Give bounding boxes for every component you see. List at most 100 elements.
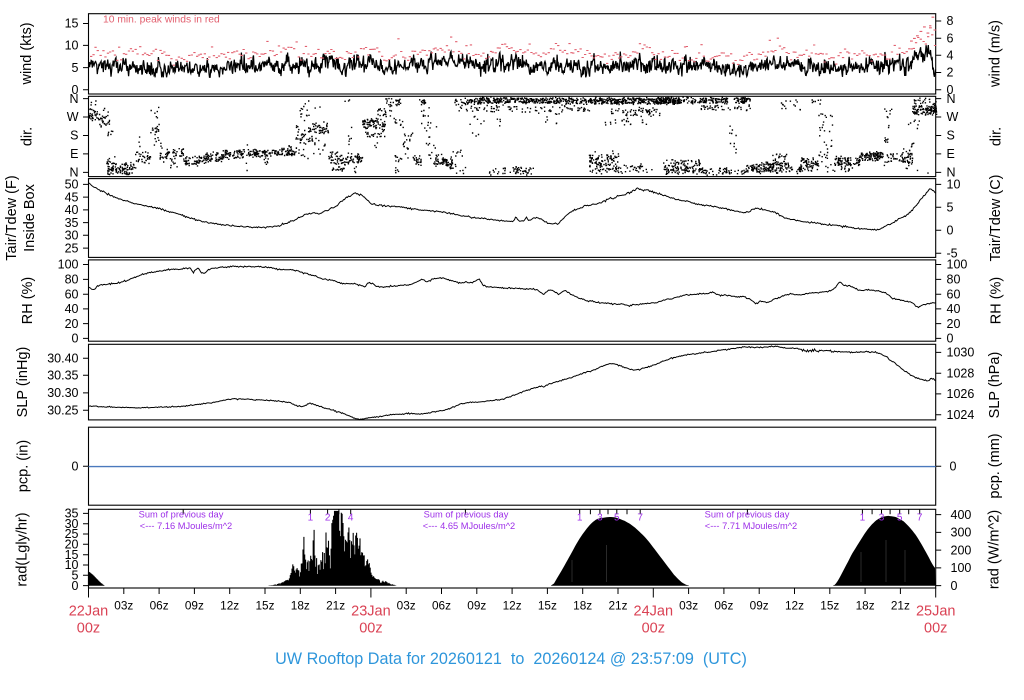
svg-text:100: 100 <box>951 561 972 575</box>
svg-text:3: 3 <box>879 513 885 524</box>
svg-text:40: 40 <box>65 203 79 217</box>
svg-text:2: 2 <box>947 66 954 80</box>
svg-text:pcp. (in): pcp. (in) <box>16 440 32 492</box>
svg-text:wind (kts): wind (kts) <box>19 22 35 85</box>
svg-text:5: 5 <box>72 61 79 75</box>
svg-text:<--- 7.16 MJoules/m^2: <--- 7.16 MJoules/m^2 <box>140 521 232 531</box>
svg-text:1: 1 <box>577 513 583 524</box>
svg-text:Tair/Tdew (C): Tair/Tdew (C) <box>988 174 1004 261</box>
svg-text:15z: 15z <box>255 599 274 613</box>
svg-text:5: 5 <box>947 201 954 215</box>
svg-text:0: 0 <box>947 332 954 346</box>
svg-text:N: N <box>69 166 78 180</box>
svg-text:03z: 03z <box>679 599 698 613</box>
svg-text:18z: 18z <box>573 599 592 613</box>
svg-text:24Jan: 24Jan <box>634 604 674 620</box>
svg-text:<--- 7.71 MJoules/m^2: <--- 7.71 MJoules/m^2 <box>705 521 797 531</box>
svg-text:20: 20 <box>947 317 961 331</box>
svg-text:40: 40 <box>65 302 79 316</box>
svg-text:30.35: 30.35 <box>47 369 78 383</box>
svg-text:0: 0 <box>950 460 957 474</box>
svg-text:80: 80 <box>65 273 79 287</box>
svg-text:3: 3 <box>597 513 603 524</box>
svg-text:1: 1 <box>860 513 866 524</box>
svg-text:10: 10 <box>65 39 79 53</box>
svg-text:Sum of previous day: Sum of previous day <box>705 510 790 520</box>
svg-text:W: W <box>67 110 79 124</box>
svg-text:8: 8 <box>947 14 954 28</box>
svg-text:S: S <box>70 129 78 143</box>
svg-text:30.25: 30.25 <box>47 403 78 417</box>
svg-text:RH (%): RH (%) <box>20 277 36 325</box>
svg-text:N: N <box>69 92 78 106</box>
svg-text:400: 400 <box>951 508 972 522</box>
svg-text:7: 7 <box>917 513 923 524</box>
svg-text:35: 35 <box>65 507 79 521</box>
svg-text:rad(Lgly/hr): rad(Lgly/hr) <box>15 512 31 586</box>
svg-text:Sum of previous day: Sum of previous day <box>139 510 224 520</box>
svg-text:N: N <box>947 166 956 180</box>
svg-text:03z: 03z <box>397 599 416 613</box>
svg-text:Sum of previous day: Sum of previous day <box>424 510 509 520</box>
svg-text:RH (%): RH (%) <box>989 277 1005 325</box>
svg-text:00z: 00z <box>924 621 947 637</box>
svg-text:15: 15 <box>65 17 79 31</box>
svg-text:09z: 09z <box>467 599 486 613</box>
svg-text:06z: 06z <box>714 599 733 613</box>
svg-text:80: 80 <box>947 273 961 287</box>
svg-text:06z: 06z <box>432 599 451 613</box>
svg-text:10: 10 <box>947 178 961 192</box>
svg-text:N: N <box>947 92 956 106</box>
svg-text:40: 40 <box>947 302 961 316</box>
svg-text:0: 0 <box>72 579 79 593</box>
svg-text:1028: 1028 <box>947 366 975 380</box>
svg-text:10 min. peak winds in red: 10 min. peak winds in red <box>103 15 220 26</box>
svg-text:10: 10 <box>65 558 79 572</box>
svg-text:UW Rooftop Data for 20260121: UW Rooftop Data for 20260121 to 20260124… <box>275 650 747 668</box>
svg-text:18z: 18z <box>856 599 875 613</box>
svg-text:6: 6 <box>947 31 954 45</box>
svg-text:100: 100 <box>58 258 79 272</box>
svg-text:30: 30 <box>65 229 79 243</box>
svg-text:22Jan: 22Jan <box>69 604 109 620</box>
svg-text:E: E <box>947 147 955 161</box>
svg-text:dir.: dir. <box>20 127 36 146</box>
svg-text:-5: -5 <box>947 246 958 260</box>
svg-text:5: 5 <box>614 513 620 524</box>
svg-text:Inside Box: Inside Box <box>22 183 38 251</box>
svg-text:45: 45 <box>65 190 79 204</box>
svg-text:21z: 21z <box>608 599 627 613</box>
svg-text:200: 200 <box>951 543 972 557</box>
svg-text:pcp. (mm): pcp. (mm) <box>987 433 1003 498</box>
svg-text:25Jan: 25Jan <box>916 604 956 620</box>
svg-text:00z: 00z <box>77 621 100 637</box>
svg-text:0: 0 <box>72 83 79 97</box>
svg-text:4: 4 <box>348 513 354 524</box>
svg-text:21z: 21z <box>891 599 910 613</box>
svg-text:20: 20 <box>65 317 79 331</box>
svg-text:wind (m/s): wind (m/s) <box>988 20 1004 88</box>
svg-text:12z: 12z <box>220 599 239 613</box>
svg-text:15z: 15z <box>538 599 557 613</box>
svg-text:SLP (inHg): SLP (inHg) <box>15 347 31 418</box>
svg-text:18z: 18z <box>291 599 310 613</box>
svg-text:15z: 15z <box>820 599 839 613</box>
svg-text:12z: 12z <box>785 599 804 613</box>
svg-text:E: E <box>70 147 78 161</box>
svg-text:0: 0 <box>72 332 79 346</box>
svg-text:60: 60 <box>947 287 961 301</box>
svg-text:00z: 00z <box>642 621 665 637</box>
svg-text:20: 20 <box>65 538 79 552</box>
svg-text:50: 50 <box>65 178 79 192</box>
svg-text:0: 0 <box>947 83 954 97</box>
svg-text:4: 4 <box>947 49 954 63</box>
svg-text:25: 25 <box>65 241 79 255</box>
svg-text:00z: 00z <box>359 621 382 637</box>
svg-text:30.40: 30.40 <box>47 351 78 365</box>
svg-text:7: 7 <box>637 513 643 524</box>
svg-text:23Jan: 23Jan <box>351 604 391 620</box>
svg-text:06z: 06z <box>150 599 169 613</box>
svg-text:60: 60 <box>65 287 79 301</box>
svg-text:W: W <box>947 110 959 124</box>
svg-text:1: 1 <box>308 513 314 524</box>
